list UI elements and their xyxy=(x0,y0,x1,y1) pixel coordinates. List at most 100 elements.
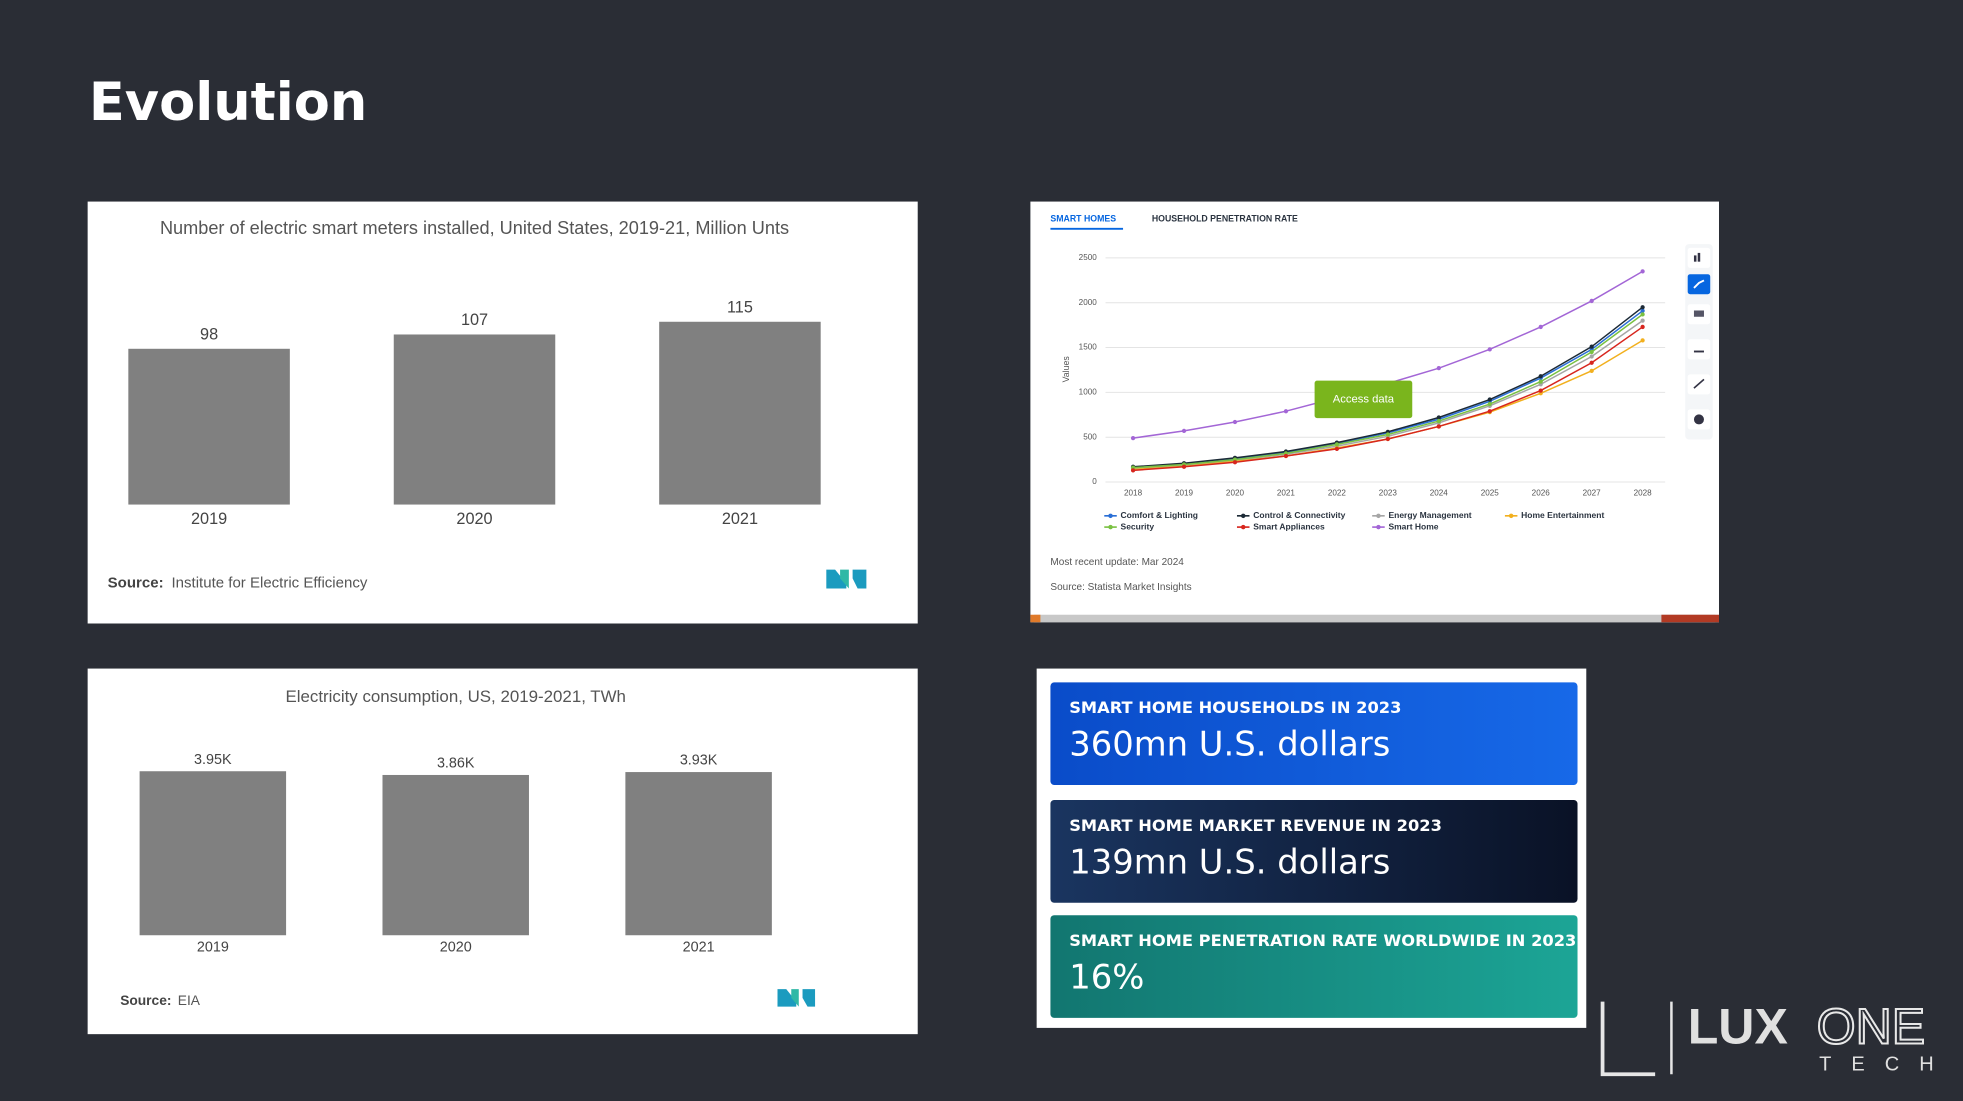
data-label: 3.86K xyxy=(437,755,475,771)
point xyxy=(1640,312,1645,317)
legend-marker xyxy=(1108,513,1113,519)
legend-label: Smart Home xyxy=(1388,521,1438,531)
tab[interactable]: HOUSEHOLD PENETRATION RATE xyxy=(1152,213,1298,223)
point xyxy=(1640,318,1645,323)
tab-underline xyxy=(1050,227,1124,230)
point xyxy=(1589,298,1594,304)
point xyxy=(1487,347,1492,352)
icon xyxy=(1693,310,1704,317)
point xyxy=(1487,397,1492,402)
bar xyxy=(625,772,772,936)
point xyxy=(1334,446,1340,451)
point xyxy=(1640,338,1645,343)
legend-label: Security xyxy=(1121,521,1155,531)
scrollbar-end xyxy=(1661,614,1719,623)
point xyxy=(1232,419,1238,425)
legend-marker xyxy=(1376,524,1381,530)
point xyxy=(1232,460,1238,465)
logo-sub: TECH xyxy=(1819,1054,1954,1076)
x-tick-label: 2028 xyxy=(1634,488,1653,497)
source: Institute for Electric Efficiency xyxy=(172,574,368,591)
legend-label: Home Entertainment xyxy=(1521,510,1604,520)
x-tick-label: 2019 xyxy=(191,510,227,528)
icon xyxy=(1693,350,1704,353)
source: Source: Statista Market Insights xyxy=(1050,582,1191,593)
legend-marker xyxy=(1376,513,1381,519)
point xyxy=(1181,464,1187,469)
update-note: Most recent update: Mar 2024 xyxy=(1050,557,1184,568)
button-label: Access data xyxy=(1333,393,1395,405)
legend-marker xyxy=(1240,513,1246,519)
mn-logo xyxy=(777,989,816,1007)
legend-label: Smart Appliances xyxy=(1253,521,1325,531)
data-label: 3.95K xyxy=(194,752,232,768)
icon xyxy=(1693,414,1704,425)
point xyxy=(1283,409,1289,414)
point xyxy=(1436,366,1441,371)
point xyxy=(1589,344,1594,349)
bar xyxy=(128,348,290,505)
bar xyxy=(382,774,529,936)
stat-card xyxy=(1050,915,1578,1018)
legend-label: Comfort & Lighting xyxy=(1121,510,1198,520)
access-button[interactable] xyxy=(1314,380,1413,419)
point xyxy=(1385,436,1390,442)
card-value: 360mn U.S. dollars xyxy=(1069,725,1390,764)
icon xyxy=(1693,378,1705,389)
logo-frame xyxy=(1600,1001,1656,1077)
legend-marker xyxy=(1240,524,1246,530)
point xyxy=(1130,468,1136,473)
card-label: SMART HOME PENETRATION RATE WORLDWIDE IN… xyxy=(1069,931,1576,950)
point xyxy=(1589,368,1594,373)
y-tick-label: 2500 xyxy=(1079,253,1098,262)
x-tick-label: 2020 xyxy=(456,510,492,528)
y-tick-label: 1500 xyxy=(1079,343,1098,352)
point xyxy=(1436,415,1441,420)
point xyxy=(1385,432,1390,437)
tab[interactable]: SMART HOMES xyxy=(1050,213,1116,223)
data-label: 115 xyxy=(727,298,753,316)
mn-logo xyxy=(826,569,867,589)
x-tick-label: 2027 xyxy=(1583,488,1602,497)
card-value: 16% xyxy=(1069,958,1144,997)
point xyxy=(1334,442,1340,447)
icon xyxy=(1693,279,1705,289)
tool-button[interactable] xyxy=(1687,339,1711,360)
legend-label: Control & Connectivity xyxy=(1253,510,1345,520)
data-label: 107 xyxy=(461,311,488,329)
point xyxy=(1487,401,1492,407)
x-tick-label: 2025 xyxy=(1481,488,1500,497)
source-label: Source: xyxy=(120,993,171,1008)
point xyxy=(1589,349,1594,355)
toolbar xyxy=(1685,244,1713,440)
point xyxy=(1130,435,1136,441)
legend-label: Energy Management xyxy=(1388,510,1471,520)
point xyxy=(1181,428,1187,434)
y-tick-label: 1000 xyxy=(1079,388,1098,397)
x-tick-label: 2019 xyxy=(1175,488,1194,497)
card-value: 139mn U.S. dollars xyxy=(1069,842,1390,881)
card-label: SMART HOME HOUSEHOLDS IN 2023 xyxy=(1069,698,1401,717)
logo-name: LUX xyxy=(1688,999,1788,1055)
point xyxy=(1283,453,1289,459)
x-tick-label: 2024 xyxy=(1430,488,1449,497)
point xyxy=(1487,409,1492,414)
point xyxy=(1640,305,1645,310)
icon xyxy=(1697,252,1701,262)
scrollbar-start xyxy=(1030,614,1041,623)
legend-marker xyxy=(1108,524,1113,530)
point xyxy=(1589,360,1594,365)
x-tick-label: 2021 xyxy=(1277,488,1296,497)
point xyxy=(1538,374,1543,379)
source: EIA xyxy=(178,993,201,1008)
stat-card xyxy=(1050,682,1578,786)
stat-card xyxy=(1050,800,1578,903)
legend-marker xyxy=(1508,513,1514,519)
y-tick-label: 500 xyxy=(1083,432,1097,441)
point xyxy=(1589,354,1594,359)
logo-name: ONE xyxy=(1817,999,1926,1055)
y-tick-label: 2000 xyxy=(1079,298,1098,307)
point xyxy=(1640,308,1645,313)
